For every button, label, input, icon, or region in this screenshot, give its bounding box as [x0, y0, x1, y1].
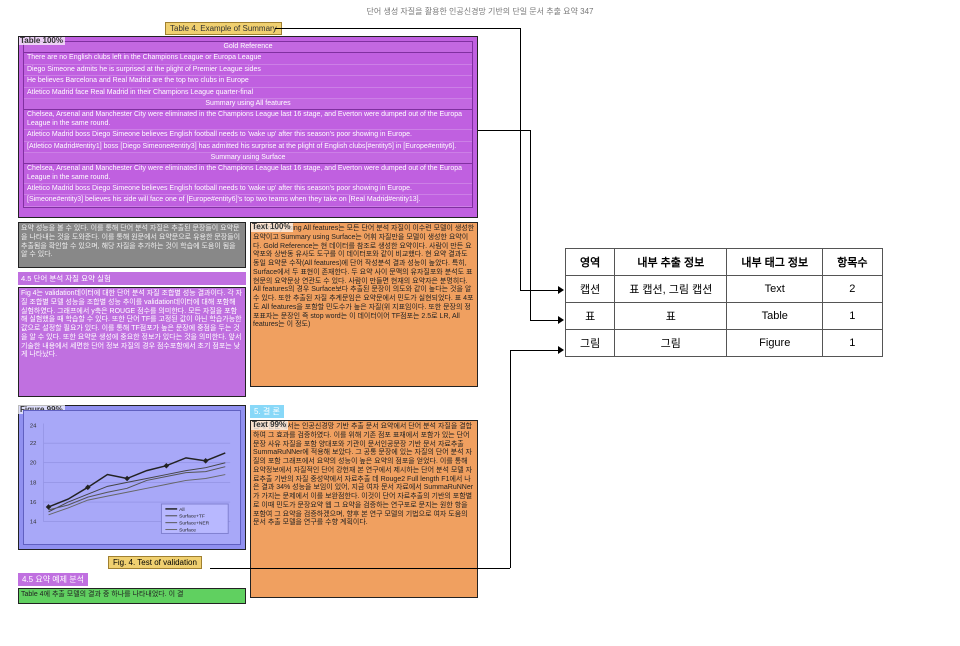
tbl-row: [Simeone#entity3] believes his side will… [24, 195, 472, 206]
table-row: 표 표 Table 1 [566, 303, 883, 330]
text-body: 현재 논문에서는 인공신경망 기반 추출 문서 요약에서 단어 분석 자질을 결… [253, 423, 473, 526]
tbl-row: Diego Simeone admits he is surprised at … [24, 65, 472, 76]
col-header: 영역 [566, 249, 615, 276]
connector-line [520, 290, 560, 291]
chart-svg: 14 16 18 20 22 24 [24, 411, 240, 544]
col-header: 내부 추출 정보 [615, 249, 727, 276]
tbl-section-header: Summary using All features [24, 99, 472, 110]
tbl-row: Chelsea, Arsenal and Manchester City wer… [24, 164, 472, 184]
section-heading-b: 5. 결 론 [250, 405, 478, 420]
tbl-row: Atletico Madrid face Real Madrid in thei… [24, 88, 472, 99]
section-heading-c: 4.5 요약 예제 분석 [18, 573, 246, 588]
arrow-icon [558, 316, 564, 324]
section-heading-a: 4.5 단어 분석 자질 요약 실험 [18, 272, 246, 285]
text-body: Summary using All features는 모든 단어 분석 자질이… [253, 225, 474, 328]
table-header-row: 영역 내부 추출 정보 내부 태그 정보 항목수 [566, 249, 883, 276]
col-header: 항목수 [823, 249, 882, 276]
figure-caption: Fig. 4. Test of validation [108, 556, 202, 569]
svg-text:18: 18 [30, 480, 37, 486]
text-columns-2: Figure 99% 14 16 18 20 22 24 [18, 405, 478, 608]
text-region-left-a: 요약 성능을 볼 수 있다. 이를 통해 단어 분석 자질은 추출된 문장들이 … [18, 222, 246, 268]
svg-text:22: 22 [30, 441, 37, 447]
svg-text:Surface: Surface [179, 528, 196, 534]
text-region-left-c: Table 4에 추출 모델의 결과 중 하나를 나타내었다. 이 결 [18, 588, 246, 604]
connector-line [530, 130, 531, 320]
connector-line [275, 28, 520, 29]
arrow-icon [558, 346, 564, 354]
page-header: 단어 생성 자질을 활용한 인공신경망 기반의 단일 문서 추출 요약 347 [0, 6, 960, 17]
connector-line [210, 568, 510, 569]
connector-line [510, 350, 511, 568]
svg-text:Surface+TF: Surface+TF [179, 514, 205, 520]
text-region-left-b: Fig 4는 validation데이터에 대한 단어 분석 자질 조합별 성능… [18, 287, 246, 397]
cell: 그림 [615, 330, 727, 357]
svg-text:20: 20 [30, 461, 37, 467]
tbl-row: Chelsea, Arsenal and Manchester City wer… [24, 110, 472, 130]
cell: Table [727, 303, 823, 330]
svg-text:24: 24 [30, 423, 37, 429]
classification-table: 영역 내부 추출 정보 내부 태그 정보 항목수 캡션 표 캡션, 그림 캡션 … [565, 248, 883, 357]
tbl-row: [Atletico Madrid#entity1] boss [Diego Si… [24, 142, 472, 153]
cell: 캡션 [566, 276, 615, 303]
tbl-row: Atletico Madrid boss Diego Simeone belie… [24, 184, 472, 195]
text-columns-1: 요약 성능을 볼 수 있다. 이를 통해 단어 분석 자질은 추출된 문장들이 … [18, 222, 478, 401]
cell: 2 [823, 276, 882, 303]
cell: 1 [823, 330, 882, 357]
text-region-right-b: Text 99% 현재 논문에서는 인공신경망 기반 추출 문서 요약에서 단어… [250, 420, 478, 598]
text-body: Table 4에 추출 모델의 결과 중 하나를 나타내었다. 이 결 [21, 591, 183, 598]
connector-line [520, 28, 521, 290]
figure-region: Figure 99% 14 16 18 20 22 24 [18, 405, 246, 550]
col-header: 내부 태그 정보 [727, 249, 823, 276]
text-body: Fig 4는 validation데이터에 대한 단어 분석 자질 조합별 성능… [21, 290, 242, 358]
table-region-label: Table 100% [18, 36, 65, 45]
tbl-row: He believes Barcelona and Real Madrid ar… [24, 76, 472, 87]
table-row: 그림 그림 Figure 1 [566, 330, 883, 357]
cell: 1 [823, 303, 882, 330]
cell: 표 캡션, 그림 캡션 [615, 276, 727, 303]
connector-line [530, 320, 560, 321]
text-body: 요약 성능을 볼 수 있다. 이를 통해 단어 분석 자질은 추출된 문장들이 … [21, 225, 240, 258]
left-page: Table 100% Gold Reference There are no E… [18, 26, 478, 608]
tbl-section-header: Summary using Surface [24, 153, 472, 164]
cell: 그림 [566, 330, 615, 357]
table-row: 캡션 표 캡션, 그림 캡션 Text 2 [566, 276, 883, 303]
svg-text:All: All [179, 507, 184, 513]
svg-text:16: 16 [30, 500, 37, 506]
svg-text:14: 14 [30, 520, 37, 526]
cell: Figure [727, 330, 823, 357]
connector-line [478, 130, 530, 131]
cell: 표 [566, 303, 615, 330]
connector-line [510, 350, 560, 351]
cell: 표 [615, 303, 727, 330]
text-region-label: Text 99% [250, 420, 288, 430]
tbl-row: Atletico Madrid boss Diego Simeone belie… [24, 130, 472, 141]
tbl-row: There are no English clubs left in the C… [24, 53, 472, 64]
line-chart: 14 16 18 20 22 24 [23, 410, 241, 545]
text-region-label: Text 100% [250, 222, 293, 232]
table-region: Table 100% Gold Reference There are no E… [18, 36, 478, 218]
svg-text:Surface+NER: Surface+NER [179, 521, 210, 527]
arrow-icon [558, 286, 564, 294]
tbl-section-header: Gold Reference [24, 42, 472, 53]
text-region-right-a: Text 100% Summary using All features는 모든… [250, 222, 478, 387]
cell: Text [727, 276, 823, 303]
summary-table: Gold Reference There are no English club… [23, 41, 473, 208]
